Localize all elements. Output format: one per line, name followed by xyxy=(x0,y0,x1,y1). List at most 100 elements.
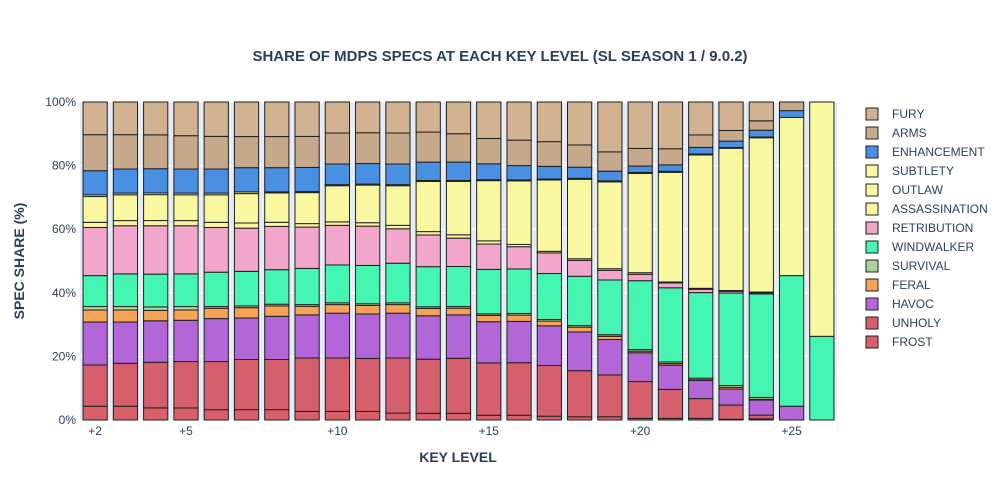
legend-swatch xyxy=(865,297,879,311)
bar-segment-unholy xyxy=(476,362,502,416)
bar-segment-outlaw xyxy=(385,185,411,226)
bar-segment-havoc xyxy=(324,312,350,359)
bar-segment-havoc xyxy=(355,313,381,359)
legend-label: UNHOLY xyxy=(892,316,941,330)
bar-segment-fury xyxy=(597,101,623,153)
bar-segment-frost xyxy=(536,415,562,421)
bar-segment-fury xyxy=(203,101,229,137)
bar-segment-feral xyxy=(143,309,169,322)
bar-segment-feral xyxy=(324,304,350,314)
legend-item-frost[interactable]: FROST xyxy=(865,335,933,349)
bar-segment-havoc xyxy=(112,321,139,364)
bar-segment-enhancement xyxy=(778,110,805,118)
bar-segment-frost xyxy=(82,405,108,421)
bar-segment-frost xyxy=(112,405,139,421)
bar-segment-windwalker xyxy=(355,264,381,305)
bar-segment-frost xyxy=(445,412,472,421)
bar-segment-arms xyxy=(445,133,472,163)
bar-segment-outlaw xyxy=(778,116,805,277)
bar-segment-arms xyxy=(688,134,714,148)
bar-segment-frost xyxy=(173,407,199,421)
bar-segment-unholy xyxy=(173,361,199,409)
legend-swatch xyxy=(865,278,879,292)
bar-segment-frost xyxy=(264,409,290,421)
bar-segment-fury xyxy=(324,101,350,134)
legend-item-havoc[interactable]: HAVOC xyxy=(865,297,934,311)
bar-segment-enhancement xyxy=(264,167,290,193)
bar-segment-survival xyxy=(112,306,139,311)
bar-segment-windwalker xyxy=(809,335,835,421)
legend-item-windwalker[interactable]: WINDWALKER xyxy=(865,240,975,254)
legend-item-unholy[interactable]: UNHOLY xyxy=(865,316,941,330)
bar-segment-havoc xyxy=(748,399,774,416)
bar-segment-arms xyxy=(143,134,169,170)
legend-item-assassination[interactable]: ASSASSINATION xyxy=(865,202,988,216)
bar-segment-frost xyxy=(233,409,260,421)
bar-segment-fury xyxy=(355,101,381,134)
legend-item-retribution[interactable]: RETRIBUTION xyxy=(865,221,973,235)
legend-item-fury[interactable]: FURY xyxy=(865,107,924,121)
bar-segment-retribution xyxy=(627,273,653,282)
bar-segment-enhancement xyxy=(82,170,108,196)
bar-segment-outlaw xyxy=(173,194,199,222)
bar-segment-havoc xyxy=(688,379,714,400)
bar-segment-unholy xyxy=(506,362,532,416)
bar-segment-assassination xyxy=(203,221,229,228)
legend-item-subtlety[interactable]: SUBTLETY xyxy=(865,164,954,178)
bar-segment-assassination xyxy=(415,231,441,236)
bar-segment-feral xyxy=(567,326,593,333)
legend-label: FURY xyxy=(892,107,924,121)
legend-swatch xyxy=(865,316,879,330)
bar-segment-retribution xyxy=(657,282,684,289)
bar-segment-outlaw xyxy=(567,178,593,260)
bar-segment-retribution xyxy=(567,259,593,277)
bar-segment-survival xyxy=(143,306,169,311)
bar-segment-windwalker xyxy=(173,273,199,308)
bar-segment-arms xyxy=(415,131,441,163)
bar-segment-retribution xyxy=(264,225,290,271)
x-tick-label: +25 xyxy=(781,424,802,438)
legend-swatch xyxy=(865,107,879,121)
legend-item-outlaw[interactable]: OUTLAW xyxy=(865,183,944,197)
bar-segment-arms xyxy=(355,132,381,165)
bar-segment-fury xyxy=(748,101,774,122)
y-tick-label: 0% xyxy=(59,413,77,427)
bar-segment-feral xyxy=(385,304,411,314)
bar-segment-fury xyxy=(536,101,562,143)
legend-item-enhancement[interactable]: ENHANCEMENT xyxy=(865,145,985,159)
bar-segment-retribution xyxy=(173,225,199,275)
bar-segment-outlaw xyxy=(597,181,623,270)
bar-segment-arms xyxy=(112,134,139,170)
bar-segment-enhancement xyxy=(688,146,714,155)
bar-segment-windwalker xyxy=(203,271,229,308)
bar-segment-fury xyxy=(294,101,320,137)
y-axis-ticks: 0% 20% 40% 60% 80% 100% xyxy=(45,95,76,427)
bar-segment-outlaw xyxy=(355,184,381,224)
bar-segment-fury xyxy=(173,101,199,137)
y-tick-label: 40% xyxy=(52,286,76,300)
bar-segment-assassination xyxy=(173,220,199,227)
bar-segment-frost xyxy=(294,410,320,421)
bar-segment-fury xyxy=(718,101,744,131)
bar-segment-frost xyxy=(143,407,169,421)
x-axis-ticks: +2 +5 +10 +15 +20 +25 xyxy=(88,424,802,438)
legend-label: ASSASSINATION xyxy=(892,202,988,216)
bar-segment-unholy xyxy=(627,381,653,419)
bar-segment-outlaw xyxy=(112,194,139,222)
bar-segment-outlaw xyxy=(536,179,562,252)
bar-segment-havoc xyxy=(536,325,562,366)
bar-segment-retribution xyxy=(324,224,350,266)
bar-segment-enhancement xyxy=(445,161,472,181)
legend-item-feral[interactable]: FERAL xyxy=(865,278,931,292)
bar-segment-outlaw xyxy=(82,196,108,223)
legend-item-arms[interactable]: ARMS xyxy=(865,126,927,140)
legend-label: ENHANCEMENT xyxy=(892,145,985,159)
legend-label: OUTLAW xyxy=(892,183,944,197)
bar-segment-windwalker xyxy=(567,275,593,327)
bar-segment-windwalker xyxy=(82,275,108,308)
bar-segment-outlaw xyxy=(809,101,835,337)
bar-segment-frost xyxy=(506,414,532,421)
legend-item-survival[interactable]: SURVIVAL xyxy=(865,259,951,273)
bar-segment-enhancement xyxy=(173,168,199,194)
bar-segment-havoc xyxy=(506,320,532,364)
